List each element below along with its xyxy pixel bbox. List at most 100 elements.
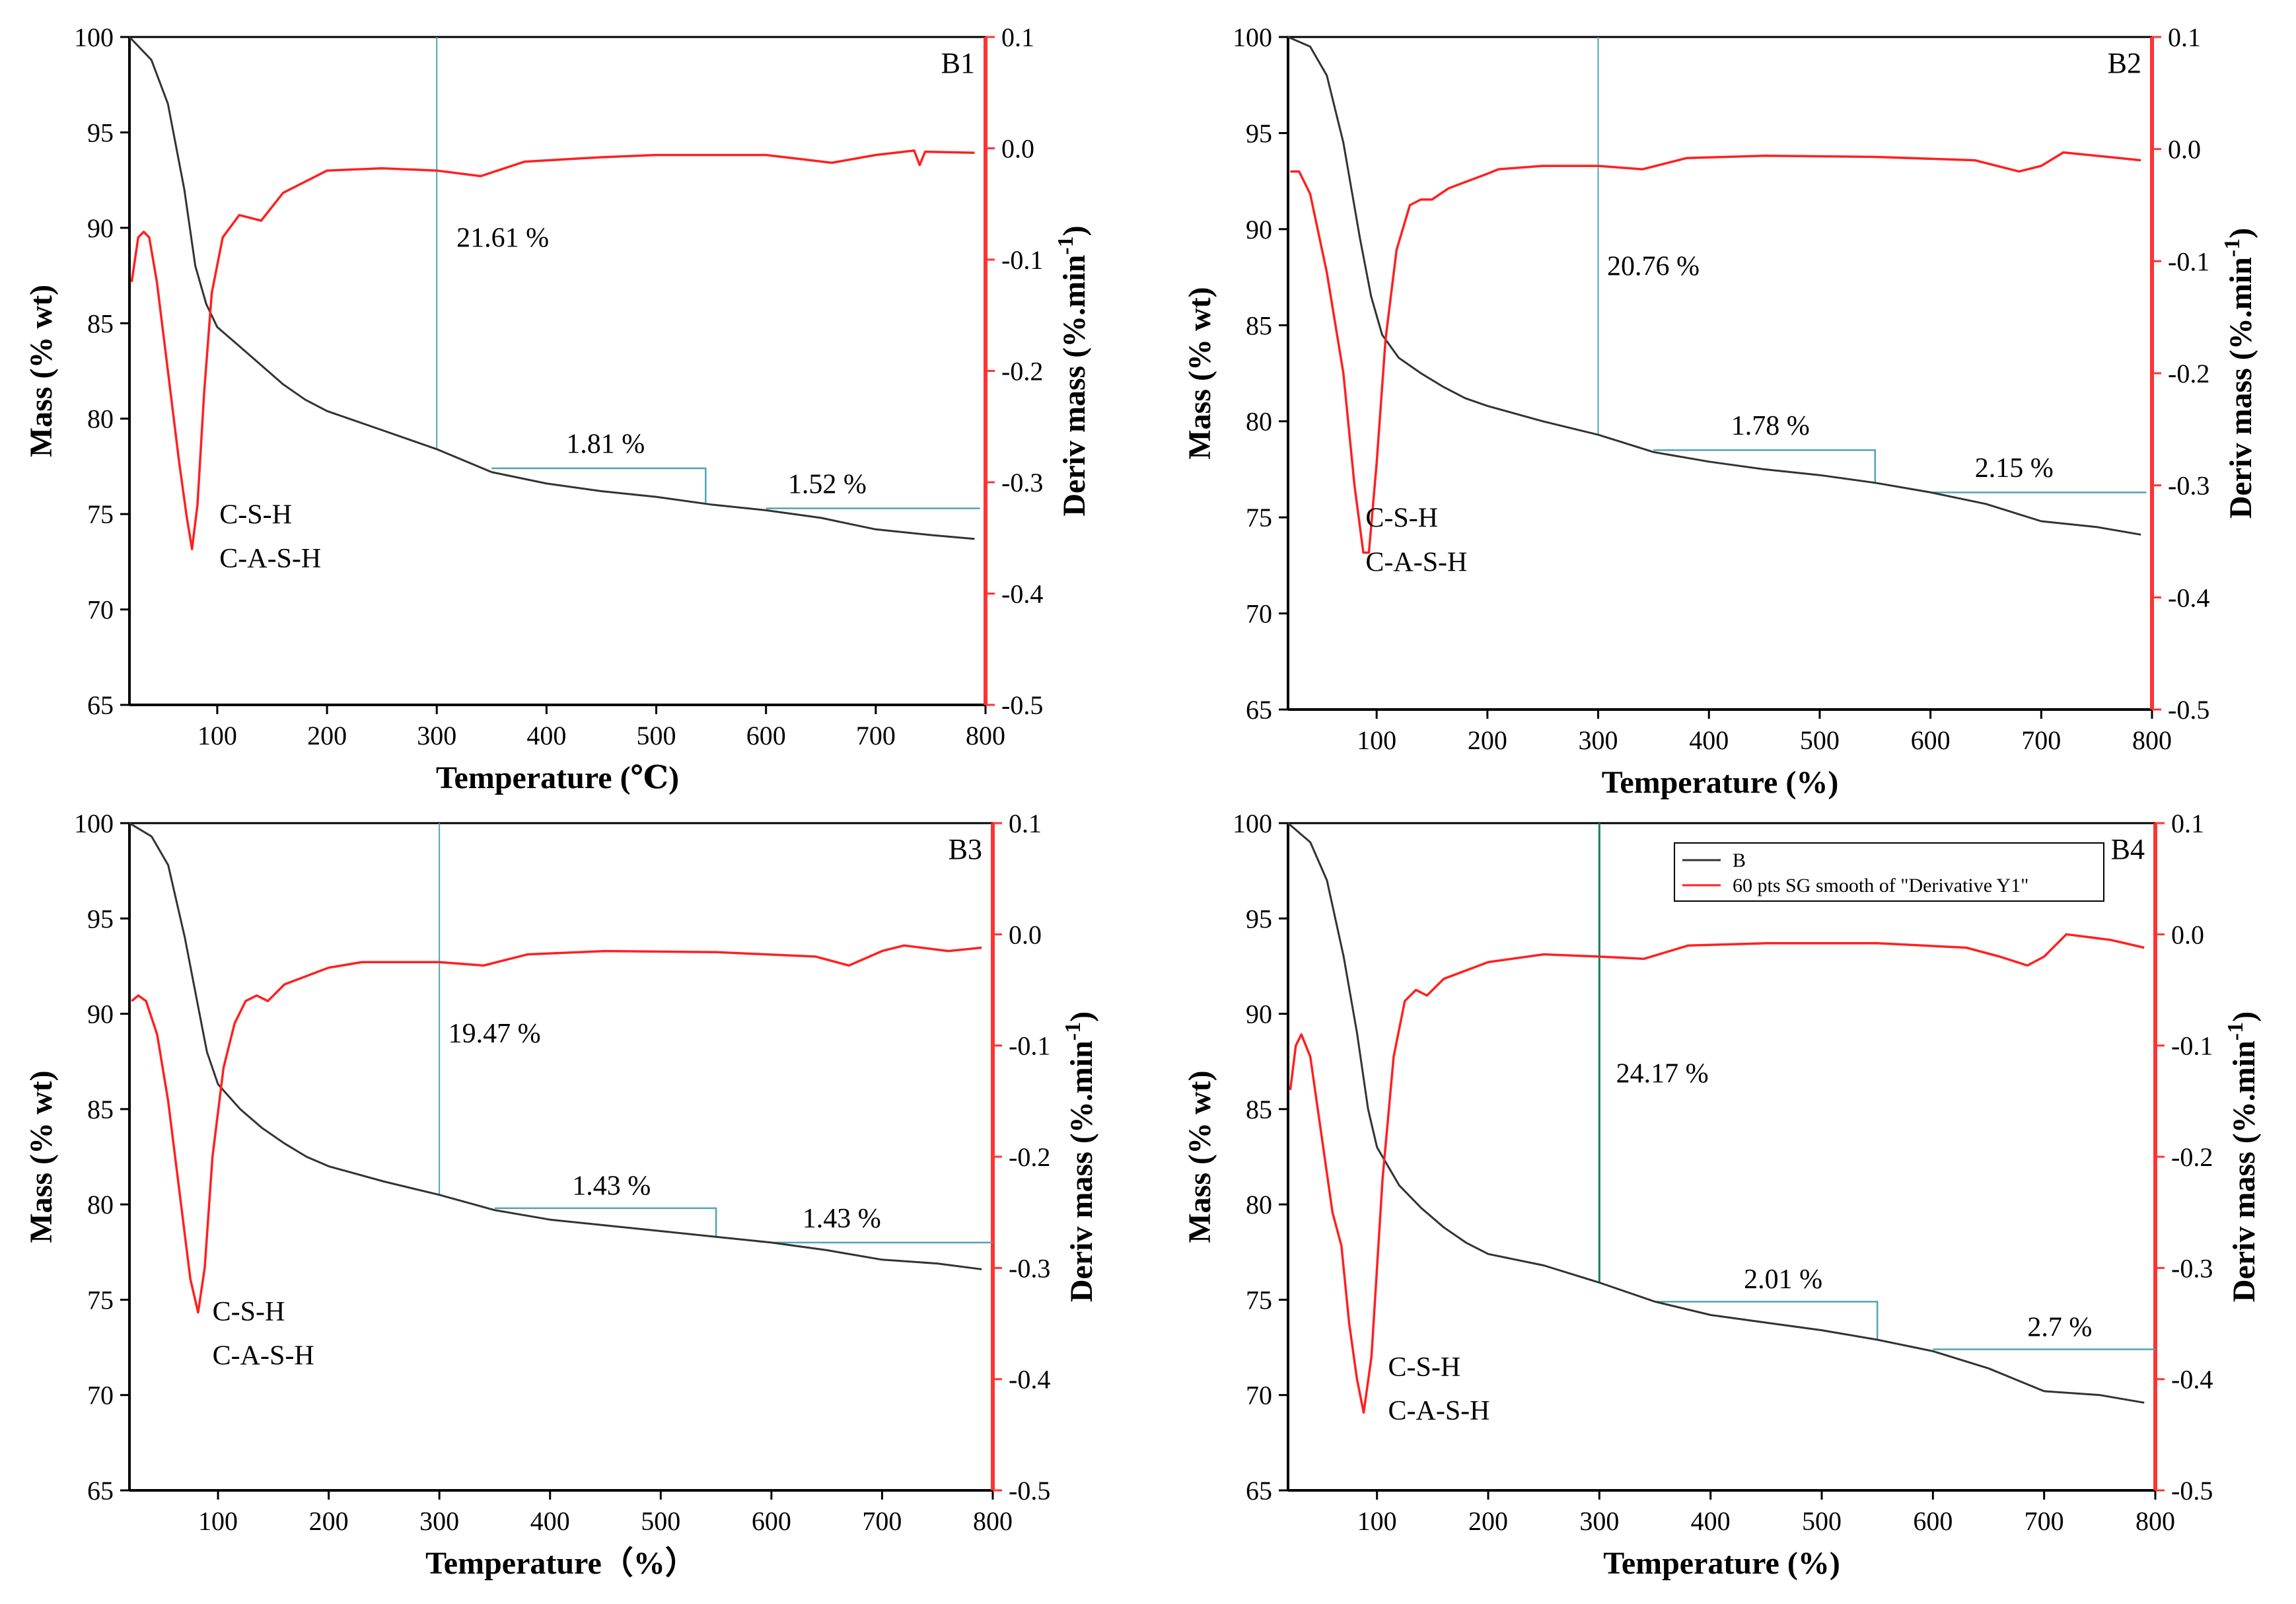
y-tick-label: 65: [87, 690, 114, 720]
legend-box: [1674, 842, 2104, 902]
legend-item-derivative: 60 pts SG smooth of "Derivative Y1": [1733, 875, 2028, 896]
y-tick-label: 85: [87, 309, 114, 338]
x-tick-label: 600: [746, 721, 786, 750]
y2-tick-label: -0.5: [1009, 1476, 1050, 1506]
y2-tick-label: -0.4: [2168, 583, 2209, 612]
y2-tick-label: -0.1: [1009, 1031, 1050, 1061]
y-tick-label: 100: [74, 809, 114, 838]
phase-label-csh: C-S-H: [1388, 1352, 1461, 1383]
mass-curve: [128, 36, 975, 540]
y-tick-label: 80: [1246, 1190, 1272, 1220]
panel-b3: 100 200 300 400 500 600 700 800 65 70 75 80 85 90 95 10…: [24, 809, 1099, 1581]
y-axis-label: Mass (% wt): [1182, 287, 1217, 459]
x-tick-label: 700: [862, 1506, 902, 1536]
phase-label-cash: C-A-S-H: [213, 1341, 314, 1371]
x-tick-label: 300: [1579, 725, 1618, 755]
y2-tick-label: -0.5: [2168, 695, 2209, 725]
y2-tick-label: -0.2: [1001, 357, 1043, 386]
panel-b1: 100 200 300 400 500 600 700 800 65 70 75 80 85 90 95 10…: [24, 22, 1092, 795]
x-axis-label: Temperature (℃): [436, 760, 679, 795]
y2-tick-label: 0.1: [2171, 809, 2204, 838]
x-tick-label: 200: [1468, 725, 1507, 755]
y-tick-label: 90: [1246, 1000, 1272, 1029]
mass-loss-step-1: [494, 1207, 717, 1237]
y2-tick-label: 0.0: [1009, 920, 1042, 949]
y2-tick-label: 0.0: [2168, 135, 2201, 164]
mass-loss-label-step-2: 2.7 %: [2027, 1312, 2092, 1342]
y2-tick-label: -0.1: [2168, 246, 2209, 276]
phase-label-csh: C-S-H: [1365, 503, 1438, 534]
x-tick-label: 100: [1357, 1506, 1397, 1536]
derivative-curve: [130, 149, 975, 550]
y2-tick-label: 0.1: [1001, 22, 1034, 52]
mass-loss-label-step-1: 1.43 %: [572, 1171, 651, 1202]
phase-label-cash: C-A-S-H: [1388, 1396, 1490, 1426]
y2-tick-label: -0.1: [2171, 1031, 2213, 1061]
y-tick-label: 80: [87, 404, 114, 434]
x-tick-label: 400: [1689, 725, 1729, 755]
y-tick-label: 75: [1246, 1285, 1272, 1315]
y-tick-label: 70: [87, 595, 114, 625]
derivative-curve: [1289, 933, 2145, 1414]
y-tick-label: 65: [1246, 695, 1272, 725]
mass-loss-step-1: [1655, 1301, 1879, 1340]
x-tick-label: 100: [1357, 725, 1396, 755]
y-tick-label: 95: [87, 118, 114, 147]
y-tick-label: 65: [1246, 1476, 1272, 1506]
x-tick-label: 500: [1800, 725, 1840, 755]
x-tick-label: 700: [856, 721, 896, 750]
y-tick-label: 100: [74, 22, 114, 52]
mass-loss-label-step-1: 1.81 %: [566, 429, 645, 460]
x-tick-label: 300: [419, 1506, 459, 1536]
y-tick-label: 90: [1246, 215, 1272, 244]
mass-curve: [129, 822, 982, 1270]
x-tick-label: 400: [1691, 1506, 1731, 1536]
legend-item-mass: B: [1733, 850, 1746, 871]
mass-loss-label-main: 24.17 %: [1616, 1058, 1709, 1089]
y2-tick-label: -0.4: [1001, 579, 1043, 609]
y2-tick-label: -0.2: [2171, 1142, 2213, 1172]
y-tick-label: 80: [87, 1190, 114, 1220]
y2-tick-label: -0.3: [2171, 1253, 2213, 1283]
y-tick-label: 85: [1246, 1095, 1272, 1124]
y2-tick-label: 0.0: [2171, 920, 2204, 949]
y-tick-label: 90: [87, 213, 114, 243]
mass-curve: [1287, 822, 2145, 1404]
phase-label-cash: C-A-S-H: [219, 544, 321, 574]
x-tick-label: 400: [530, 1506, 570, 1536]
x-tick-label: 800: [2132, 725, 2172, 755]
x-tick-label: 800: [2135, 1506, 2175, 1536]
x-axis-label: Temperature（%）: [425, 1546, 697, 1581]
y2-tick-label: -0.3: [1001, 468, 1043, 497]
derivative-curve: [1290, 151, 2141, 554]
y2-tick-label: -0.3: [1009, 1253, 1050, 1283]
y-tick-label: 95: [1246, 904, 1272, 933]
x-tick-label: 100: [197, 721, 237, 750]
x-tick-label: 300: [417, 721, 456, 750]
phase-label-csh: C-S-H: [213, 1297, 285, 1327]
y-tick-label: 75: [87, 1285, 114, 1315]
y-tick-label: 100: [1233, 809, 1272, 838]
mass-loss-label-main: 20.76 %: [1607, 252, 1700, 282]
x-tick-label: 800: [966, 721, 1005, 750]
y2-axis-label: Deriv mass (%.min-1): [1061, 1011, 1099, 1302]
x-tick-label: 700: [2021, 725, 2061, 755]
y-tick-label: 75: [1246, 503, 1272, 532]
x-tick-label: 600: [1913, 1506, 1953, 1536]
y-tick-label: 85: [87, 1095, 114, 1124]
y2-tick-label: -0.1: [1001, 245, 1043, 275]
mass-loss-label-main: 19.47 %: [448, 1019, 541, 1049]
y-tick-label: 70: [87, 1381, 114, 1410]
panel-b4: 100 200 300 400 500 600 700 800 65 70 75 80 85 90 95 10…: [1182, 809, 2262, 1581]
derivative-curve: [131, 944, 982, 1314]
x-tick-label: 200: [309, 1506, 349, 1536]
x-tick-label: 400: [526, 721, 566, 750]
y2-tick-label: 0.1: [2168, 22, 2201, 52]
y2-tick-label: -0.2: [1009, 1142, 1050, 1172]
y2-axis-label: Deriv mass (%.min-1): [1054, 225, 1092, 516]
y-axis-label: Mass (% wt): [1182, 1070, 1217, 1243]
y2-axis-label: Deriv mass (%.min-1): [2223, 1011, 2262, 1302]
mass-loss-label-step-2: 1.52 %: [788, 469, 867, 499]
y-tick-label: 85: [1246, 310, 1272, 340]
x-axis-label: Temperature (%): [1603, 1546, 1840, 1581]
